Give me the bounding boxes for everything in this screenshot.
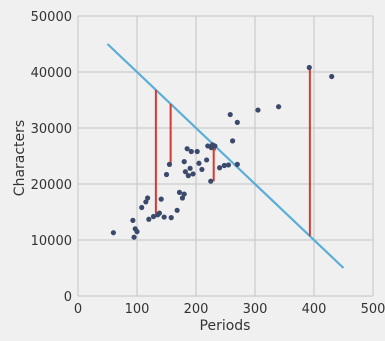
data-point [221, 162, 227, 169]
data-point [227, 111, 233, 118]
data-point [139, 204, 145, 211]
data-point [234, 161, 240, 167]
data-point [166, 161, 173, 167]
data-point [168, 215, 174, 221]
tick-labels: 0 100 200 300 400 500 0 10000 20000 30000 40000 500… [31, 10, 385, 317]
data-point [110, 230, 116, 236]
x-tick-label: 400 [302, 302, 327, 317]
data-point [276, 104, 282, 110]
data-point [131, 234, 137, 240]
data-point [190, 171, 196, 177]
data-point [179, 195, 186, 201]
data-point [184, 146, 190, 152]
data-point [143, 199, 149, 205]
data-point [145, 195, 151, 201]
residual-lines [154, 67, 311, 237]
data-point [187, 165, 193, 171]
data-point [196, 160, 202, 166]
data-point [176, 189, 183, 195]
y-tick-label: 50000 [31, 10, 72, 25]
y-tick-label: 20000 [31, 178, 72, 193]
data-point [161, 214, 167, 220]
x-tick-label: 100 [125, 302, 150, 317]
x-tick-label: 200 [184, 302, 209, 317]
y-tick-label: 30000 [31, 122, 72, 137]
x-tick-label: 500 [361, 302, 385, 317]
data-point [146, 216, 152, 222]
data-point [329, 73, 335, 80]
data-points [110, 64, 335, 240]
data-point [134, 229, 140, 235]
data-point [255, 107, 261, 113]
y-axis-label: Characters [12, 120, 28, 196]
data-point [234, 119, 240, 125]
data-point [199, 166, 205, 173]
data-point [163, 171, 170, 178]
data-point [188, 148, 194, 155]
grid [77, 15, 374, 297]
data-point [225, 162, 232, 168]
data-point [182, 169, 188, 175]
data-point [306, 64, 312, 71]
x-tick-label: 300 [243, 302, 268, 317]
data-point [181, 191, 187, 197]
fit-line [106, 43, 345, 269]
data-point [174, 207, 180, 213]
data-point [181, 159, 187, 165]
y-tick-label: 10000 [31, 234, 72, 249]
x-tick-label: 0 [74, 302, 82, 317]
data-point [158, 196, 164, 202]
y-tick-label: 0 [64, 290, 72, 305]
data-point [208, 178, 214, 184]
data-point [150, 213, 157, 220]
fit-line-layer [106, 43, 345, 269]
data-point [156, 210, 163, 216]
data-point [185, 173, 191, 179]
data-point [204, 157, 210, 163]
data-point [212, 143, 218, 149]
y-tick-label: 40000 [31, 66, 72, 81]
x-axis-label: Periods [200, 318, 251, 334]
data-point [217, 165, 223, 171]
data-point [130, 217, 136, 223]
data-point [194, 148, 200, 155]
data-point [229, 138, 236, 144]
